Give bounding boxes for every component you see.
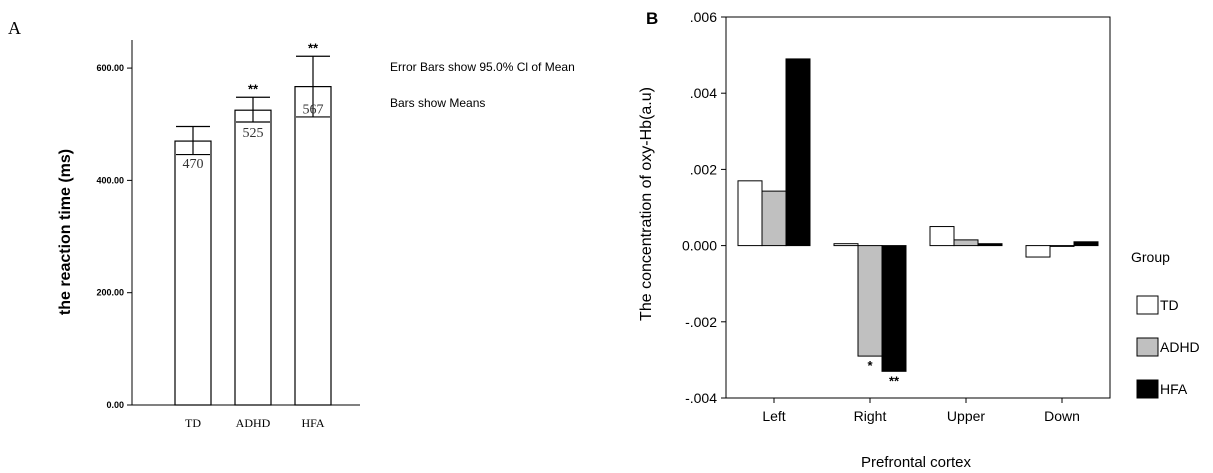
panel-a-y-tick-label: 400.00 xyxy=(96,175,124,185)
panel-b-bar-td xyxy=(929,226,955,247)
panel-b-axes xyxy=(721,16,1111,403)
panel-b-legend-label: HFA xyxy=(1160,381,1188,397)
panel-b-bars xyxy=(737,58,1099,372)
panel-b-bar-hfa xyxy=(1073,241,1099,247)
panel-b-legend: Group TD ADHD HFA xyxy=(1131,249,1200,399)
panel-a-bar xyxy=(294,86,332,406)
panel-b-label: B xyxy=(646,9,658,28)
panel-a: A 0.00 200.00 400.00 600.00 470 TD 525 ** ADHD 56… xyxy=(8,18,575,430)
panel-a-y-axis-title: the reaction time (ms) xyxy=(57,149,74,315)
panel-a-note-bars: Bars show Means xyxy=(390,96,485,110)
panel-b-legend-swatch-adhd xyxy=(1136,337,1159,357)
panel-b-bar-adhd xyxy=(857,245,883,357)
panel-b-y-tick-label: -.002 xyxy=(685,314,717,330)
panel-b: B -.004 -.002 0.000 .002 .004 .006 Left Right Up… xyxy=(638,9,1200,471)
panel-a-x-tick-label: ADHD xyxy=(236,416,271,430)
panel-b-bar-hfa xyxy=(977,243,1003,247)
panel-b-y-axis-title: The concentration of oxy-Hb(a.u) xyxy=(638,87,655,321)
panel-a-label: A xyxy=(8,18,21,38)
panel-a-y-tick-label: 0.00 xyxy=(106,400,124,410)
panel-b-bar-td xyxy=(1025,245,1051,258)
panel-a-labels: 0.00 200.00 400.00 600.00 470 TD 525 ** ADHD 567 *… xyxy=(96,40,324,430)
panel-b-y-tick-label: 0.000 xyxy=(682,238,717,254)
panel-a-y-tick-label: 200.00 xyxy=(96,288,124,298)
panel-a-y-tick-label: 600.00 xyxy=(96,63,124,73)
panel-b-bar-hfa xyxy=(881,245,907,372)
panel-a-bar xyxy=(234,109,272,406)
panel-b-bar-hfa xyxy=(785,58,811,247)
panel-b-bar-adhd xyxy=(1049,245,1075,247)
panel-b-x-tick-label: Right xyxy=(854,408,887,424)
panel-b-legend-swatch-hfa xyxy=(1136,379,1159,399)
panel-b-labels: -.004 -.002 0.000 .002 .004 .006 Left Right Uppe… xyxy=(682,9,1080,424)
panel-a-bar xyxy=(174,140,212,406)
panel-a-value-label: 567 xyxy=(303,103,324,118)
panel-b-y-tick-label: .002 xyxy=(690,161,717,177)
panel-b-bar-td xyxy=(737,180,763,247)
panel-a-significance-mark: ** xyxy=(308,40,319,55)
panel-a-value-label: 525 xyxy=(243,126,264,141)
panel-a-x-tick-label: TD xyxy=(185,416,201,430)
panel-b-plot-frame xyxy=(725,16,1111,399)
panel-b-bar-adhd xyxy=(761,190,787,247)
panel-b-y-tick-label: -.004 xyxy=(685,390,717,406)
panel-b-legend-swatch-td xyxy=(1136,295,1159,315)
panel-b-bar-adhd xyxy=(953,239,979,247)
panel-b-bar-td xyxy=(833,243,859,247)
panel-a-note-error-bars: Error Bars show 95.0% Cl of Mean xyxy=(390,60,575,74)
panel-b-legend-label: ADHD xyxy=(1160,339,1200,355)
panel-b-x-tick-label: Down xyxy=(1044,408,1080,424)
panel-a-bars xyxy=(174,55,332,406)
panel-b-significance-mark: ** xyxy=(889,373,900,388)
panel-b-y-tick-label: .006 xyxy=(690,9,717,25)
panel-a-significance-mark: ** xyxy=(248,81,259,96)
panel-b-legend-title: Group xyxy=(1131,249,1170,265)
panel-b-x-tick-label: Upper xyxy=(947,408,985,424)
panel-a-value-label: 470 xyxy=(183,157,204,172)
panel-b-y-tick-label: .004 xyxy=(690,85,717,101)
panel-b-significance-mark: * xyxy=(867,358,873,373)
panel-b-legend-label: TD xyxy=(1160,297,1179,313)
panel-b-x-axis-title: Prefrontal cortex xyxy=(861,454,972,471)
panel-b-x-tick-label: Left xyxy=(762,408,785,424)
panel-a-x-tick-label: HFA xyxy=(301,416,324,430)
